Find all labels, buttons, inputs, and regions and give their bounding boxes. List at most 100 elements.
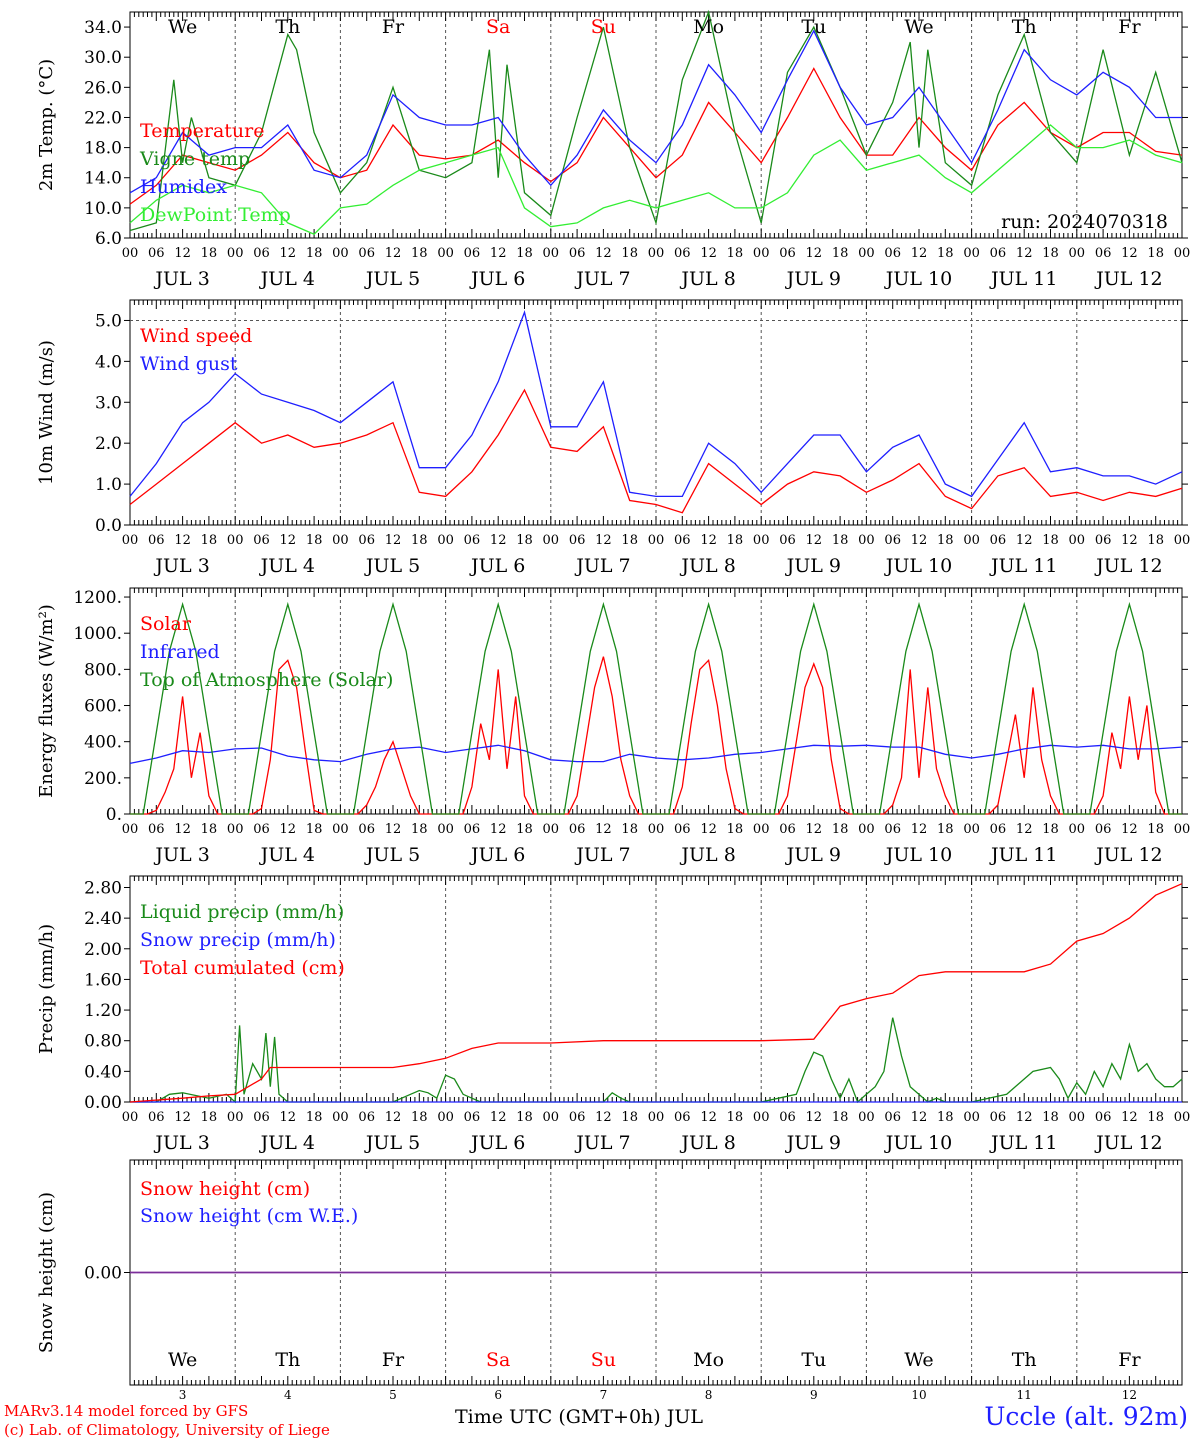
hour-label: 00: [437, 246, 454, 261]
hour-label: 12: [1016, 533, 1033, 548]
hour-label: 00: [227, 1110, 244, 1125]
hour-label: 12: [280, 533, 297, 548]
hour-label: 18: [1042, 246, 1059, 261]
hour-label: 18: [727, 246, 744, 261]
y-tick-label: 800.: [84, 660, 122, 680]
weekday-label: Tu: [801, 1349, 826, 1371]
hour-label: 18: [516, 246, 533, 261]
hour-label: 00: [963, 822, 980, 837]
y-tick-label: 5.0: [95, 311, 122, 331]
y-tick-label: 22.0: [84, 108, 122, 128]
series-line: [129, 67, 1183, 205]
weekday-label: Fr: [1118, 1349, 1141, 1371]
hour-label: 06: [569, 246, 586, 261]
hour-label: 00: [858, 246, 875, 261]
y-tick-label: 3.0: [95, 393, 122, 413]
day-number-label: 12: [1122, 1388, 1137, 1402]
date-label: JUL 8: [679, 1132, 735, 1154]
hour-label: 12: [280, 1110, 297, 1125]
hour-label: 18: [937, 822, 954, 837]
hour-label: 18: [201, 246, 218, 261]
legend-entry: Liquid precip (mm/h): [140, 901, 344, 923]
day-number-label: 6: [494, 1388, 502, 1402]
hour-label: 12: [280, 822, 297, 837]
series-line: [129, 744, 1183, 765]
hour-label: 06: [569, 533, 586, 548]
hour-label: 06: [253, 822, 270, 837]
date-label: JUL 9: [785, 844, 841, 866]
hour-label: 00: [1174, 533, 1191, 548]
hour-label: 06: [464, 822, 481, 837]
weekday-label: Th: [275, 16, 300, 38]
date-label: JUL 12: [1094, 1132, 1162, 1154]
hour-label: 12: [1121, 533, 1138, 548]
date-label: JUL 3: [153, 555, 209, 577]
panel-frame: [129, 299, 1183, 526]
hour-label: 00: [753, 1110, 770, 1125]
day-number-label: 3: [179, 1388, 187, 1402]
hour-label: 18: [727, 533, 744, 548]
hour-ticks: [129, 300, 1183, 525]
hour-label: 12: [700, 533, 717, 548]
hour-label: 06: [358, 822, 375, 837]
y-tick-label: 0.: [106, 805, 122, 825]
run-label: run: 2024070318: [1001, 211, 1168, 233]
hour-label: 12: [1121, 1110, 1138, 1125]
hour-label: 00: [543, 1110, 560, 1125]
hour-label: 06: [253, 246, 270, 261]
hour-label: 06: [990, 822, 1007, 837]
series-line: [129, 9, 1183, 232]
day-number-label: 10: [911, 1388, 926, 1402]
hour-label: 06: [1095, 822, 1112, 837]
hour-label: 00: [648, 1110, 665, 1125]
y-tick-label: 2.00: [84, 940, 122, 960]
hour-label: 00: [122, 246, 139, 261]
y-axis-label: 10m Wind (m/s): [36, 340, 57, 485]
hour-label: 00: [963, 246, 980, 261]
hour-label: 12: [595, 246, 612, 261]
hour-label: 06: [464, 533, 481, 548]
hour-label: 12: [1121, 246, 1138, 261]
hour-label: 06: [990, 533, 1007, 548]
weekday-label: Su: [591, 16, 616, 38]
y-tick-label: 0.40: [84, 1062, 122, 1082]
y-tick-label: 14.0: [84, 169, 122, 189]
hour-label: 06: [1095, 246, 1112, 261]
date-label: JUL 10: [884, 555, 952, 577]
hour-label: 12: [490, 1110, 507, 1125]
legend-entry: Infrared: [140, 641, 220, 663]
hour-label: 00: [227, 246, 244, 261]
weekday-label: Fr: [1118, 16, 1141, 38]
hour-label: 12: [806, 822, 823, 837]
hour-label: 18: [1147, 533, 1164, 548]
weekday-label: Mo: [693, 1349, 724, 1371]
hour-label: 06: [253, 1110, 270, 1125]
series-line: [129, 29, 1182, 194]
date-label: JUL 5: [364, 555, 420, 577]
hour-label: 00: [1174, 246, 1191, 261]
hour-label: 12: [385, 1110, 402, 1125]
hour-label: 06: [779, 533, 796, 548]
date-label: JUL 11: [989, 555, 1057, 577]
weekday-label: We: [904, 16, 933, 38]
y-tick-label: 18.0: [84, 139, 122, 159]
hour-ticks: [129, 1160, 1183, 1385]
hour-label: 12: [174, 822, 191, 837]
hour-label: 00: [122, 533, 139, 548]
hour-label: 18: [201, 822, 218, 837]
y-tick-label: 1000.: [73, 624, 122, 644]
date-label: JUL 10: [884, 844, 952, 866]
hour-label: 00: [543, 533, 560, 548]
date-label: JUL 5: [364, 844, 420, 866]
hour-label: 06: [674, 246, 691, 261]
y-axis-label: Energy fluxes (W/m²): [36, 604, 57, 798]
y-tick-label: 1.60: [84, 970, 122, 990]
y-tick-label: 2.40: [84, 909, 122, 929]
hour-label: 00: [227, 822, 244, 837]
date-label: JUL 7: [574, 844, 630, 866]
date-label: JUL 12: [1094, 844, 1162, 866]
hour-label: 00: [1069, 533, 1086, 548]
y-tick-label: 34.0: [84, 18, 122, 38]
hour-label: 00: [543, 822, 560, 837]
hour-label: 18: [727, 1110, 744, 1125]
